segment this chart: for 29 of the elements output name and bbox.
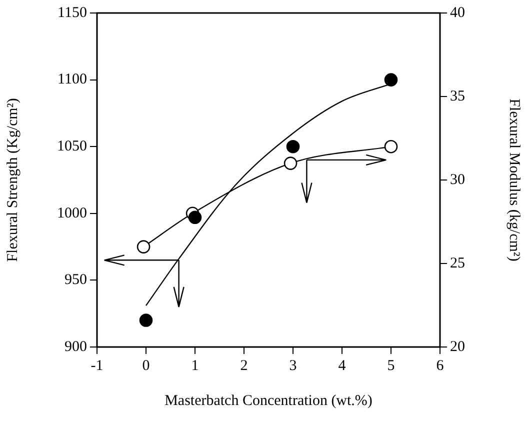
x-tick-label: 0 — [142, 358, 150, 374]
y2-tick-label: 35 — [450, 88, 465, 104]
y2-tick-label: 40 — [450, 4, 465, 21]
point — [384, 140, 398, 154]
y-tick-label: 1100 — [58, 72, 87, 88]
x-tick-label: 2 — [240, 358, 248, 374]
y2-tick-label: 30 — [450, 172, 465, 188]
point — [384, 73, 398, 86]
point — [139, 314, 153, 327]
y-tick-label: 1150 — [58, 4, 87, 21]
y-axis-title: Flexural Strength (Kg/cm²) — [4, 98, 21, 262]
point — [188, 210, 202, 224]
y2-tick-label: 20 — [450, 338, 465, 355]
point — [284, 156, 298, 170]
x-tick-label: 5 — [387, 358, 395, 374]
x-tick-label: 1 — [191, 358, 199, 374]
x-tick-label: -1 — [90, 358, 104, 374]
point — [136, 240, 150, 254]
y2-tick-label: 25 — [450, 255, 465, 272]
y-tick-label: 900 — [64, 338, 87, 355]
x-tick-label: 6 — [436, 358, 444, 374]
y-tick-label: 1050 — [57, 138, 87, 155]
point — [286, 140, 300, 154]
x-tick-label: 4 — [338, 358, 346, 374]
x-axis-title: Masterbatch Concentration (wt.%) — [164, 392, 372, 409]
y2-axis-title: Flexural Modulus (kg/cm²) — [506, 98, 522, 262]
x-tick-label: 3 — [289, 358, 297, 374]
y-tick-label: 1000 — [57, 205, 87, 222]
y-tick-label: 950 — [64, 272, 87, 288]
